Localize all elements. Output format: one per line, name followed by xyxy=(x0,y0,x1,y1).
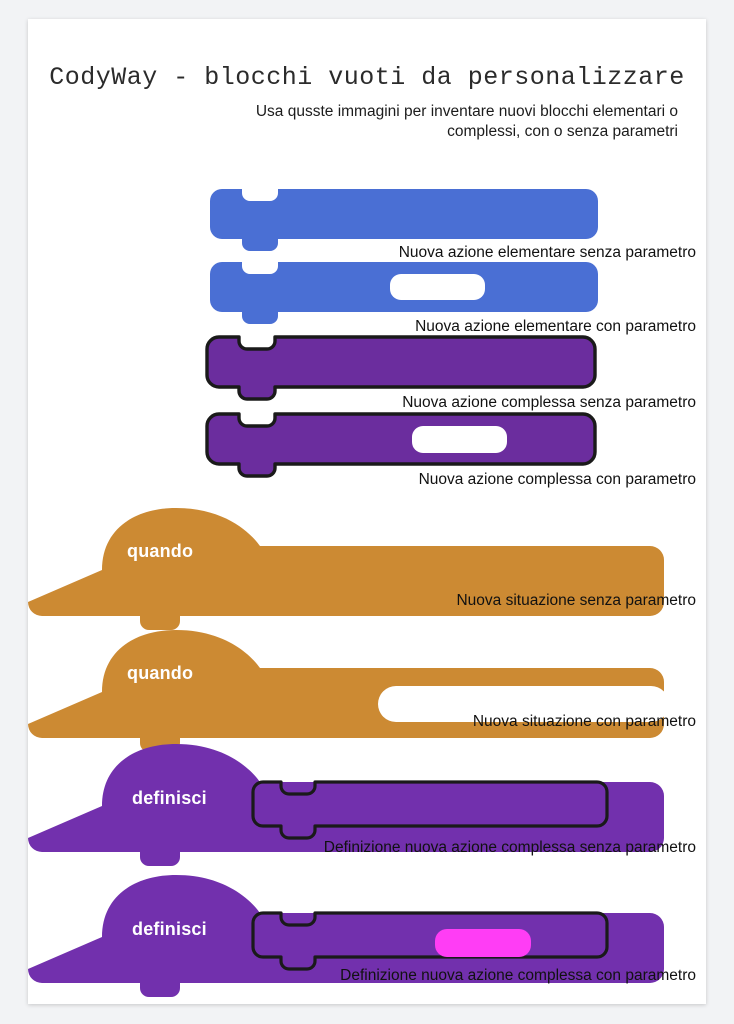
block-label-definisci: definisci xyxy=(132,919,207,939)
parameter-slot[interactable] xyxy=(378,686,669,722)
block-body xyxy=(205,335,597,401)
parameter-slot[interactable] xyxy=(412,426,507,453)
caption-situazione-senza-parametro: Nuova situazione senza parametro xyxy=(456,592,696,609)
block-azione-elementare-senza-parametro[interactable] xyxy=(182,170,598,251)
block-label-definisci: definisci xyxy=(132,788,207,808)
poster-card: CodyWay - blocchi vuoti da personalizzar… xyxy=(28,19,706,1004)
block-label-quando: quando xyxy=(127,663,194,683)
caption-azione-complessa-senza-parametro: Nuova azione complessa senza parametro xyxy=(402,394,696,411)
block-situazione-senza-parametro[interactable]: quando xyxy=(28,490,672,630)
block-azione-elementare-con-parametro[interactable] xyxy=(182,243,598,324)
block-definizione-complessa-senza-parametro[interactable]: definisci xyxy=(28,726,672,866)
page-title: CodyWay - blocchi vuoti da personalizzar… xyxy=(49,63,685,92)
block-azione-complessa-senza-parametro[interactable] xyxy=(176,315,597,401)
caption-azione-complessa-con-parametro: Nuova azione complessa con parametro xyxy=(418,471,696,488)
caption-azione-elementare-con-parametro: Nuova azione elementare con parametro xyxy=(415,318,696,335)
block-body xyxy=(205,412,597,478)
caption-azione-elementare-senza-parametro: Nuova azione elementare senza parametro xyxy=(398,244,696,261)
caption-definizione-complessa-con-parametro: Definizione nuova azione complessa con p… xyxy=(340,967,696,984)
block-body xyxy=(210,189,598,251)
block-definizione-complessa-con-parametro[interactable]: definisci xyxy=(28,857,672,997)
block-situazione-con-parametro[interactable]: quando xyxy=(28,612,672,752)
caption-definizione-complessa-senza-parametro: Definizione nuova azione complessa senza… xyxy=(323,839,696,856)
block-label-quando: quando xyxy=(127,541,194,561)
block-body xyxy=(28,508,664,630)
block-azione-complessa-con-parametro[interactable] xyxy=(176,392,597,478)
caption-situazione-con-parametro: Nuova situazione con parametro xyxy=(472,713,696,730)
inner-block-outline[interactable] xyxy=(251,780,609,840)
page-subtitle: Usa qusste immagini per inventare nuovi … xyxy=(255,103,678,141)
parameter-slot[interactable] xyxy=(435,929,531,957)
parameter-slot[interactable] xyxy=(390,274,485,300)
